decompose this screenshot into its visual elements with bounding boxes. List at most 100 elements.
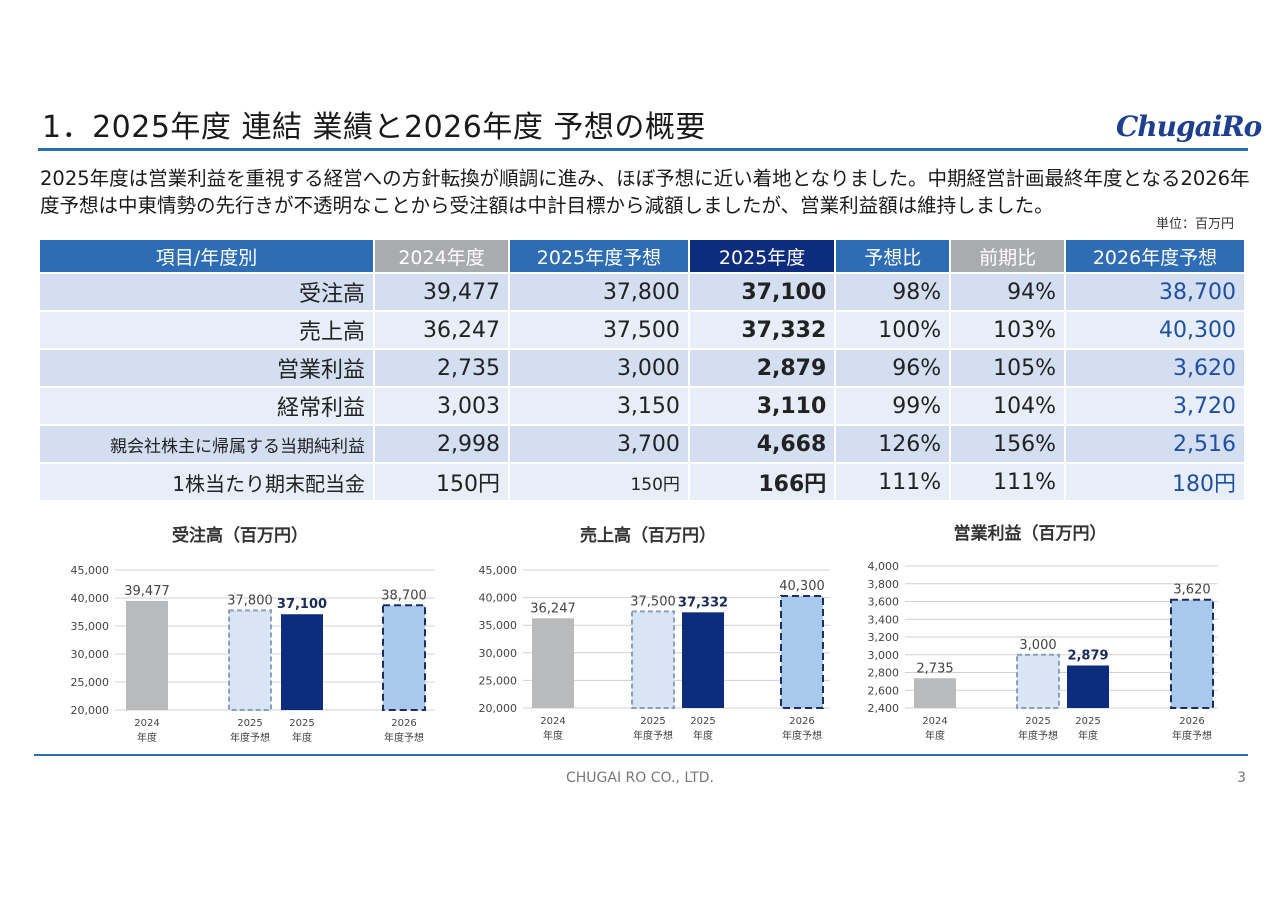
data-label: 38,700 (381, 588, 427, 603)
cell: 3,700 (510, 426, 688, 462)
cell: 3,620 (1066, 350, 1244, 386)
y-tick-label: 25,000 (71, 676, 110, 689)
data-label: 37,332 (678, 595, 728, 610)
data-label: 3,620 (1173, 583, 1210, 598)
data-label: 2,735 (916, 661, 953, 676)
table-header-row: 項目/年度別 2024年度 2025年度予想 2025年度 予想比 前期比 20… (40, 240, 1244, 272)
row-label: 1株当たり期末配当金 (40, 464, 373, 500)
x-tick-label: 年度予想 (633, 729, 673, 742)
y-tick-label: 3,800 (868, 578, 900, 591)
table-row: 経常利益 3,003 3,150 3,110 99% 104% 3,720 (40, 388, 1244, 424)
bar (532, 618, 574, 708)
chart-title: 受注高（百万円） (172, 526, 308, 546)
header-vs-prev: 前期比 (951, 240, 1065, 272)
data-label: 36,247 (530, 601, 576, 616)
header-2025-forecast: 2025年度予想 (510, 240, 688, 272)
cell: 4,668 (689, 426, 835, 462)
data-label: 39,477 (124, 584, 170, 599)
cell: 39,477 (375, 274, 509, 310)
table-row: 受注高 39,477 37,800 37,100 98% 94% 38,700 (40, 274, 1244, 310)
cell: 37,332 (689, 312, 835, 348)
cell: 98% (836, 274, 950, 310)
y-tick-label: 30,000 (71, 648, 110, 661)
data-label: 2,879 (1067, 648, 1108, 663)
x-tick-label: 年度 (292, 731, 312, 744)
table-row: 営業利益 2,735 3,000 2,879 96% 105% 3,620 (40, 350, 1244, 386)
y-tick-label: 45,000 (71, 564, 110, 577)
data-label: 40,300 (779, 579, 825, 594)
cell: 166円 (689, 464, 835, 500)
x-tick-label: 年度予想 (782, 729, 822, 742)
bar (281, 614, 323, 710)
y-tick-label: 4,000 (868, 560, 900, 573)
bar (382, 604, 426, 711)
footer-divider (34, 754, 1248, 756)
x-tick-label: 年度予想 (384, 731, 424, 744)
x-tick-label: 2026 (391, 718, 416, 729)
cell: 150円 (510, 464, 688, 500)
results-table: 項目/年度別 2024年度 2025年度予想 2025年度 予想比 前期比 20… (38, 238, 1246, 502)
x-tick-label: 年度予想 (1018, 729, 1058, 742)
cell: 100% (836, 312, 950, 348)
y-tick-label: 20,000 (479, 702, 518, 715)
cell: 37,100 (689, 274, 835, 310)
x-tick-label: 2025 (1075, 716, 1100, 727)
data-label: 37,800 (227, 593, 273, 608)
x-tick-label: 2026 (789, 716, 814, 727)
cell: 96% (836, 350, 950, 386)
cell: 111% (836, 464, 950, 500)
y-tick-label: 3,000 (868, 649, 900, 662)
chart-title: 営業利益（百万円） (953, 524, 1107, 544)
cell: 180円 (1066, 464, 1244, 500)
x-tick-label: 2024 (540, 716, 565, 727)
y-tick-label: 3,400 (868, 613, 900, 626)
cell: 3,720 (1066, 388, 1244, 424)
bar (914, 678, 956, 708)
cell: 40,300 (1066, 312, 1244, 348)
y-tick-label: 30,000 (479, 647, 518, 660)
data-label: 3,000 (1019, 638, 1056, 653)
header-2024: 2024年度 (375, 240, 509, 272)
cell: 94% (951, 274, 1065, 310)
cell: 99% (836, 388, 950, 424)
title-divider (38, 148, 1248, 151)
x-tick-label: 2025 (237, 718, 262, 729)
data-label: 37,100 (277, 597, 327, 612)
x-tick-label: 年度 (925, 729, 945, 742)
y-tick-label: 45,000 (479, 564, 518, 577)
unit-label: 単位：百万円 (1155, 217, 1234, 232)
chart-title: 売上高（百万円） (580, 526, 716, 546)
sales-chart: 売上高（百万円） 20,000 25,000 30,000 35,000 40,000 4… (448, 515, 848, 750)
operating-profit-chart-svg: 2,400 2,600 2,800 3,000 3,200 3,400 3,600 3,800… (868, 560, 1218, 742)
y-tick-label: 3,200 (868, 631, 900, 644)
x-tick-label: 年度 (693, 729, 713, 742)
x-tick-label: 2025 (1025, 716, 1050, 727)
x-tick-label: 2024 (922, 716, 947, 727)
y-tick-label: 25,000 (479, 674, 518, 687)
bar (682, 612, 724, 708)
x-tick-label: 年度 (543, 729, 563, 742)
bar (126, 600, 168, 710)
cell: 2,998 (375, 426, 509, 462)
x-tick-label: 2026 (1179, 716, 1204, 727)
x-tick-label: 年度予想 (1172, 729, 1212, 742)
cell: 126% (836, 426, 950, 462)
row-label: 売上高 (40, 312, 373, 348)
bar (1170, 598, 1214, 709)
cell: 37,500 (510, 312, 688, 348)
row-label: 経常利益 (40, 388, 373, 424)
orders-chart-svg: 20,000 25,000 30,000 35,000 40,000 45,000 39,4… (71, 564, 435, 744)
y-tick-label: 20,000 (71, 704, 110, 717)
cell: 3,150 (510, 388, 688, 424)
bar (780, 594, 824, 709)
y-tick-label: 35,000 (479, 619, 518, 632)
y-tick-label: 3,600 (868, 596, 900, 609)
operating-profit-chart: 営業利益（百万円） 2,400 2,600 2,800 3,000 3,200 3,400… (830, 515, 1230, 750)
header-2025: 2025年度 (689, 240, 835, 272)
cell: 3,003 (375, 388, 509, 424)
y-tick-label: 35,000 (71, 620, 110, 633)
cell: 156% (951, 426, 1065, 462)
company-logo: ChugaiRo (1116, 110, 1262, 143)
y-tick-label: 40,000 (479, 592, 518, 605)
cell: 3,000 (510, 350, 688, 386)
